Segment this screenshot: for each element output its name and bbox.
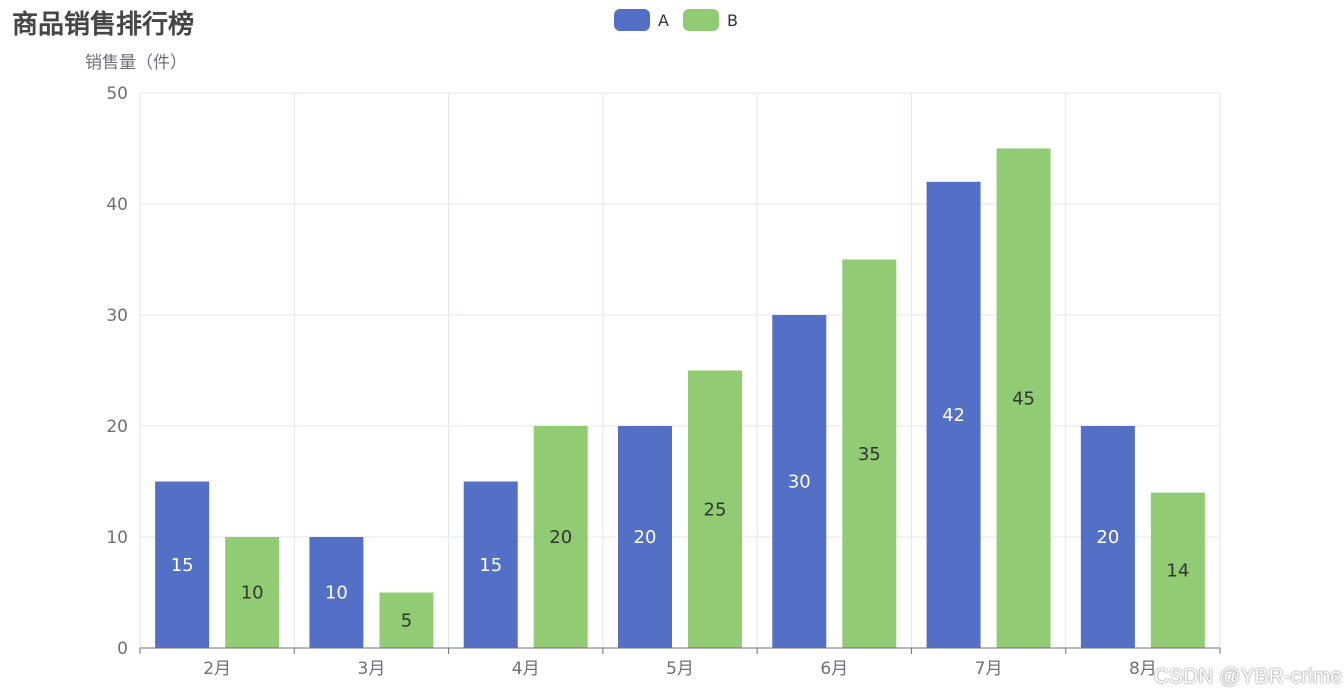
data-label: 10 [325,583,348,604]
legend-item-a[interactable]: A [614,9,669,31]
bar-a [926,181,981,649]
bar-b [842,259,897,648]
bar-b [688,370,742,648]
y-axis-label: 销售量（件） [85,53,187,73]
bar-b [996,148,1051,648]
watermark: CSDN @YBR-crime [1153,665,1342,688]
legend[interactable]: A B [614,9,738,31]
legend-swatch-b [682,9,719,31]
data-label: 35 [858,444,881,465]
data-label: 30 [788,472,811,493]
data-label: 25 [704,499,727,520]
bar-a [618,426,672,648]
data-label: 10 [241,583,264,604]
data-label: 42 [942,405,965,426]
y-tick-label: 40 [106,195,128,215]
y-tick-label: 20 [106,417,128,437]
bar-a [1080,426,1135,648]
data-label: 20 [634,527,657,548]
bar-b [225,537,280,648]
legend-item-b[interactable]: B [682,9,738,31]
bar-b [379,592,434,648]
data-label: 45 [1012,388,1035,409]
bar-b [1150,492,1205,648]
y-tick-label: 0 [117,639,128,659]
bar-a [309,537,364,648]
data-label: 14 [1166,560,1189,581]
legend-label-a: A [658,10,669,30]
bar-b [533,426,588,648]
y-tick-label: 10 [106,528,128,548]
x-tick-label: 8月 [1129,659,1157,679]
y-tick-label: 30 [106,306,128,326]
bar-a [463,481,518,648]
data-label: 15 [479,555,502,576]
x-tick-label: 7月 [975,659,1003,679]
x-tick-label: 3月 [358,659,386,679]
data-label: 15 [171,555,194,576]
x-tick-label: 5月 [666,659,694,679]
legend-label-b: B [726,10,738,30]
chart-title: 商品销售排行榜 [12,10,195,40]
legend-swatch-a [614,9,650,31]
x-tick-label: 4月 [512,659,540,679]
data-label: 20 [1096,527,1119,548]
data-label: 20 [549,527,572,548]
y-tick-label: 50 [106,84,128,104]
bar-a [155,481,210,648]
bar-a [772,315,827,648]
x-tick-label: 6月 [820,659,848,679]
data-label: 5 [401,610,412,631]
x-tick-label: 2月 [203,659,231,679]
